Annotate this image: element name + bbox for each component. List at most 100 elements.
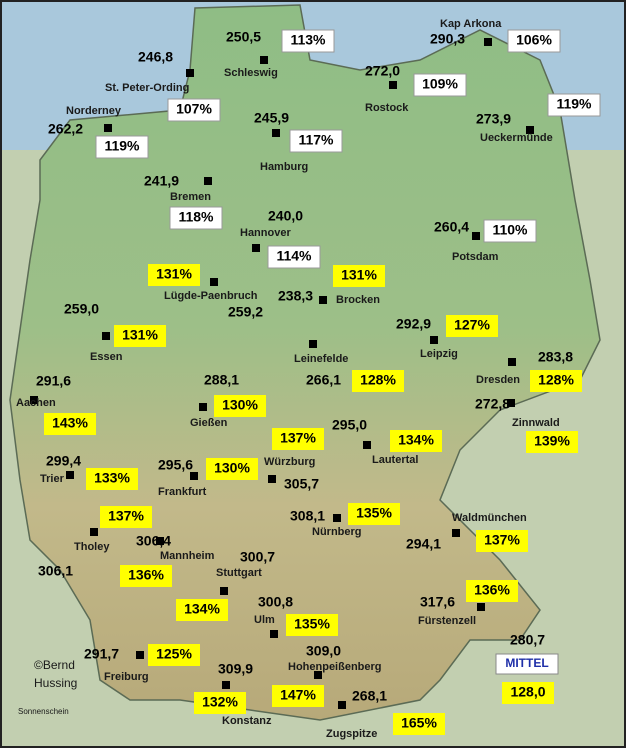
station-percent: 117%: [298, 132, 334, 148]
station-marker: [484, 38, 492, 46]
station-marker: [30, 396, 38, 404]
mean-label-box: [495, 653, 559, 675]
station-name: Tholey: [74, 541, 110, 553]
percent-box: [272, 428, 324, 450]
station-percent: 136%: [474, 582, 510, 598]
station-marker: [186, 69, 194, 77]
mean-label: MITTEL: [505, 656, 548, 670]
percent-box: [466, 580, 518, 602]
station-marker: [452, 529, 460, 537]
station-name: Würzburg: [264, 456, 315, 468]
station-name: Zinnwald: [512, 417, 560, 429]
station-value: 283,8: [538, 349, 573, 365]
credit: Hussing: [34, 676, 77, 690]
station-percent: 118%: [178, 209, 214, 225]
percent-box: [167, 98, 221, 122]
station-marker: [204, 177, 212, 185]
station-value: 309,9: [218, 661, 253, 677]
station-marker: [268, 475, 276, 483]
station-percent: 119%: [556, 96, 592, 112]
station-value: 291,6: [36, 373, 71, 389]
station-name: Freiburg: [104, 671, 149, 683]
station-percent: 113%: [290, 32, 326, 48]
station-marker: [210, 278, 218, 286]
station-name: Waldmünchen: [452, 512, 527, 524]
station-value: 262,2: [48, 121, 83, 137]
station-percent: 106%: [516, 32, 552, 48]
station-percent: 131%: [122, 327, 158, 343]
percent-box: [120, 565, 172, 587]
station-percent: 134%: [184, 601, 220, 617]
station-marker: [199, 403, 207, 411]
station-marker: [156, 537, 164, 545]
station-percent: 114%: [276, 248, 312, 264]
station-value: 246,8: [138, 49, 173, 65]
station-name: Aachen: [16, 397, 56, 409]
station-name: Leipzig: [420, 348, 458, 360]
station-value: 306,4: [136, 533, 171, 549]
mean-percent: 128,0: [510, 684, 545, 700]
percent-box: [267, 245, 321, 269]
station-percent: 130%: [214, 460, 250, 476]
station-percent: 135%: [294, 616, 330, 632]
station-value: 272,0: [365, 63, 400, 79]
station-marker: [104, 124, 112, 132]
percent-box: [530, 370, 582, 392]
station-name: Hohenpeißenberg: [288, 661, 382, 673]
percent-box: [272, 685, 324, 707]
station-percent: 147%: [280, 687, 316, 703]
percent-box: [333, 265, 385, 287]
station-value: 288,1: [204, 372, 239, 388]
station-marker: [319, 296, 327, 304]
station-percent: 128%: [360, 372, 396, 388]
percent-box: [44, 413, 96, 435]
station-value: 266,1: [306, 372, 341, 388]
percent-box: [100, 506, 152, 528]
percent-box: [476, 530, 528, 552]
station-value: 240,0: [268, 208, 303, 224]
station-marker: [222, 681, 230, 689]
station-name: Lügde-Paenbruch: [164, 290, 258, 302]
station-value: 308,1: [290, 508, 325, 524]
station-marker: [309, 340, 317, 348]
station-marker: [507, 399, 515, 407]
station-name: Konstanz: [222, 715, 272, 727]
station-value: 268,1: [352, 688, 387, 704]
station-percent: 134%: [398, 432, 434, 448]
station-name: Dresden: [476, 374, 520, 386]
percent-box: [169, 206, 223, 230]
percent-box: [286, 614, 338, 636]
station-name: Bremen: [170, 191, 211, 203]
credit: ©Bernd: [34, 658, 75, 672]
percent-box: [526, 431, 578, 453]
station-percent: 109%: [422, 76, 458, 92]
station-name: Fürstenzell: [418, 615, 476, 627]
station-marker: [314, 671, 322, 679]
station-percent: 137%: [108, 508, 144, 524]
station-percent: 131%: [156, 266, 192, 282]
percent-box: [214, 395, 266, 417]
station-percent: 137%: [280, 430, 316, 446]
station-marker: [260, 56, 268, 64]
percent-box: [547, 93, 601, 117]
station-name: Zugspitze: [326, 728, 377, 740]
station-value: 290,3: [430, 31, 465, 47]
station-percent: 136%: [128, 567, 164, 583]
station-marker: [477, 603, 485, 611]
percent-box: [289, 129, 343, 153]
percent-box: [148, 264, 200, 286]
station-value: 306,1: [38, 563, 73, 579]
station-marker: [190, 472, 198, 480]
station-value: 292,9: [396, 316, 431, 332]
station-name: Rostock: [365, 102, 409, 114]
station-value: 317,6: [420, 594, 455, 610]
station-marker: [102, 332, 110, 340]
station-value: 300,7: [240, 549, 275, 565]
station-marker: [430, 336, 438, 344]
station-name: Kap Arkona: [440, 18, 502, 30]
station-name: Gießen: [190, 417, 228, 429]
station-name: St. Peter-Ording: [105, 82, 189, 94]
station-percent: 165%: [401, 715, 437, 731]
